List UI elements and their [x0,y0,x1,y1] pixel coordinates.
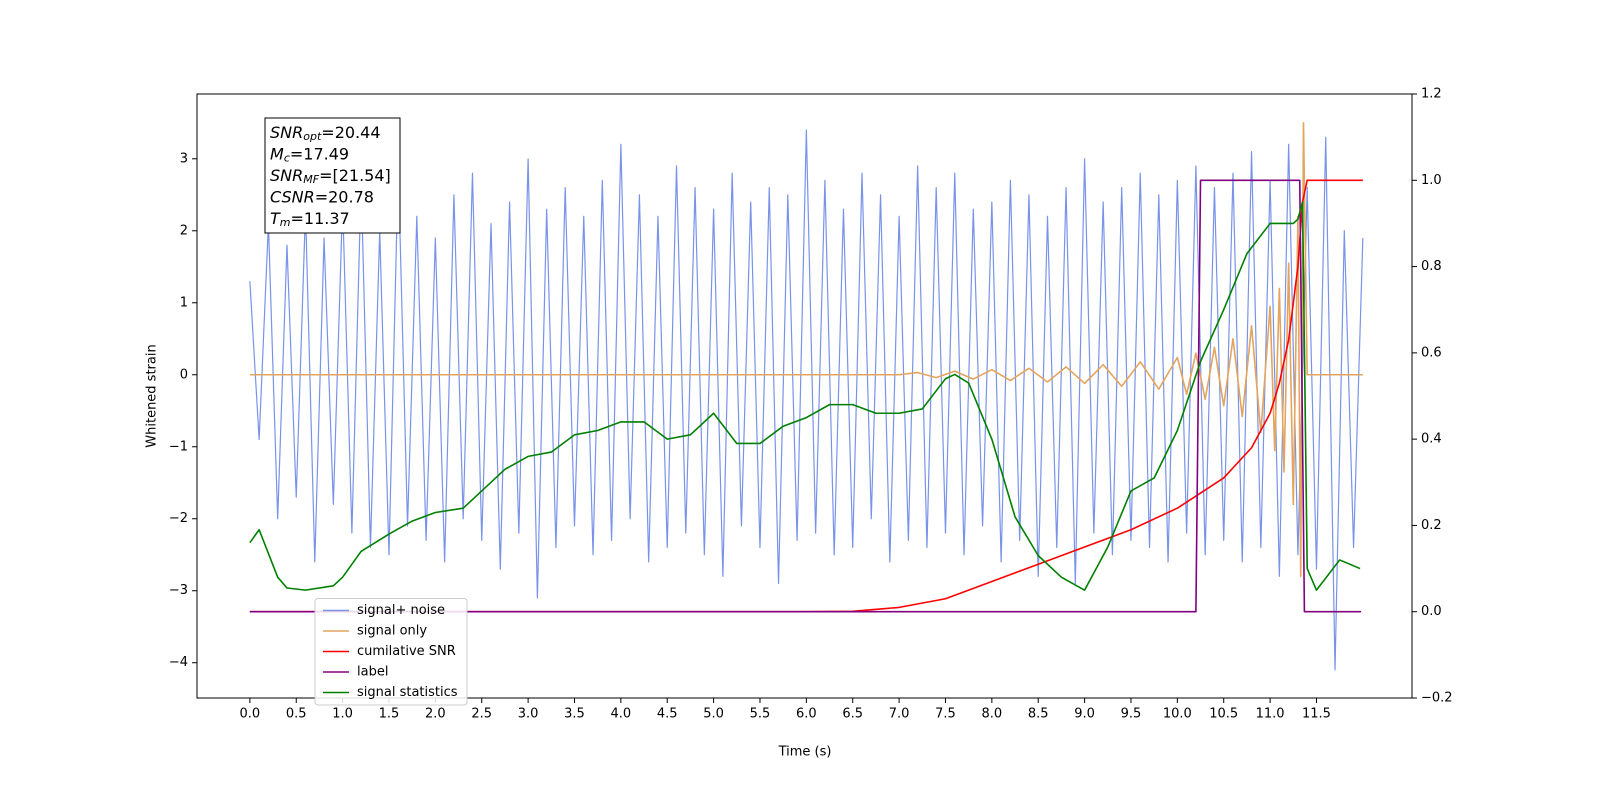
annotation-value: =[21.54] [319,166,391,185]
annotation-frame [264,117,401,234]
series-line [249,129,1364,671]
y2-tick-label: 0.0 [1421,604,1442,619]
annotation-symbol: SNR [270,166,303,185]
annotation-subscript: c [284,152,290,165]
axes-frame [196,93,1413,699]
x-tick-label: 0.5 [286,707,307,722]
annotation-symbol: SNR [270,123,303,142]
x-tick-label: 3.5 [564,707,585,722]
annotation-line: CSNR=20.78 [270,187,374,206]
x-tick-label: 11.5 [1302,707,1331,722]
legend-label: label [357,665,388,680]
x-axis-label: Time (s) [778,745,832,760]
legend-frame [314,598,468,706]
x-tick-label: 8.5 [1028,707,1049,722]
y2-tick-label: 1.2 [1421,87,1442,102]
x-tick-label: 7.0 [889,707,910,722]
x-tick-label: 5.0 [703,707,724,722]
annotation-symbol: CSNR [270,187,315,206]
y2-tick-label: 0.8 [1421,259,1442,274]
annotation-box: SNRopt=20.44Mc=17.49SNRMF=[21.54]CSNR=20… [264,117,401,234]
annotation-symbol: M [270,144,284,163]
annotation-line: SNRopt=20.44 [270,123,381,144]
series-line [249,201,1361,591]
y2-tick-label: 0.4 [1421,432,1442,447]
annotation-value: =11.37 [291,209,350,228]
x-tick-label: 8.0 [982,707,1003,722]
x-tick-label: 4.5 [657,707,678,722]
annotation-value: =20.78 [315,187,374,206]
y2-tick-label: 0.6 [1421,345,1442,360]
y-tick-label: −1 [169,439,188,454]
plot-area [249,122,1364,671]
x-tick-label: 10.0 [1163,707,1192,722]
series-line [249,179,1363,613]
x-tick-label: 4.0 [611,707,632,722]
x-tick-label: 2.5 [471,707,492,722]
annotation-subscript: m [280,216,291,229]
y2-tick-label: −0.2 [1421,691,1453,706]
x-tick-label: 7.5 [935,707,956,722]
y-tick-label: −2 [169,511,188,526]
x-tick-label: 1.5 [379,707,400,722]
legend: signal+ noise signal only cumilative SNR la… [314,598,468,706]
x-tick-label: 3.0 [518,707,539,722]
y-tick-label: 3 [180,151,188,166]
x-tick-label: 6.0 [796,707,817,722]
x-tick-label: 9.5 [1121,707,1142,722]
legend-label: signal+ noise [357,603,445,618]
annotation-subscript: MF [303,173,319,186]
y-axis-label: Whitened strain [145,344,160,447]
series-line [249,122,1363,578]
y-tick-label: 0 [180,367,188,382]
series-line [249,179,1361,613]
y-tick-label: 2 [180,223,188,238]
y2-tick-label: 0.2 [1421,518,1442,533]
y-tick-label: −3 [169,583,188,598]
x-tick-label: 2.0 [425,707,446,722]
annotation-subscript: opt [303,130,322,143]
y2-tick-label: 1.0 [1421,173,1442,188]
legend-label: signal statistics [357,685,458,700]
x-tick-label: 9.0 [1074,707,1095,722]
annotation-line: SNRMF=[21.54] [270,166,391,187]
x-tick-label: 11.0 [1256,707,1285,722]
x-tick-label: 0.0 [240,707,261,722]
legend-label: signal only [357,624,427,639]
annotation-line: Mc=17.49 [270,144,349,165]
y-tick-label: 1 [180,295,188,310]
x-tick-label: 10.5 [1209,707,1238,722]
annotation-value: =17.49 [290,144,349,163]
x-tick-label: 1.0 [332,707,353,722]
x-tick-label: 5.5 [750,707,771,722]
annotation-value: =20.44 [321,123,380,142]
y-tick-label: −4 [169,655,188,670]
annotation-symbol: T [270,209,281,228]
x-tick-label: 6.5 [842,707,863,722]
annotation-line: Tm=11.37 [270,209,350,230]
legend-label: cumilative SNR [357,644,456,659]
